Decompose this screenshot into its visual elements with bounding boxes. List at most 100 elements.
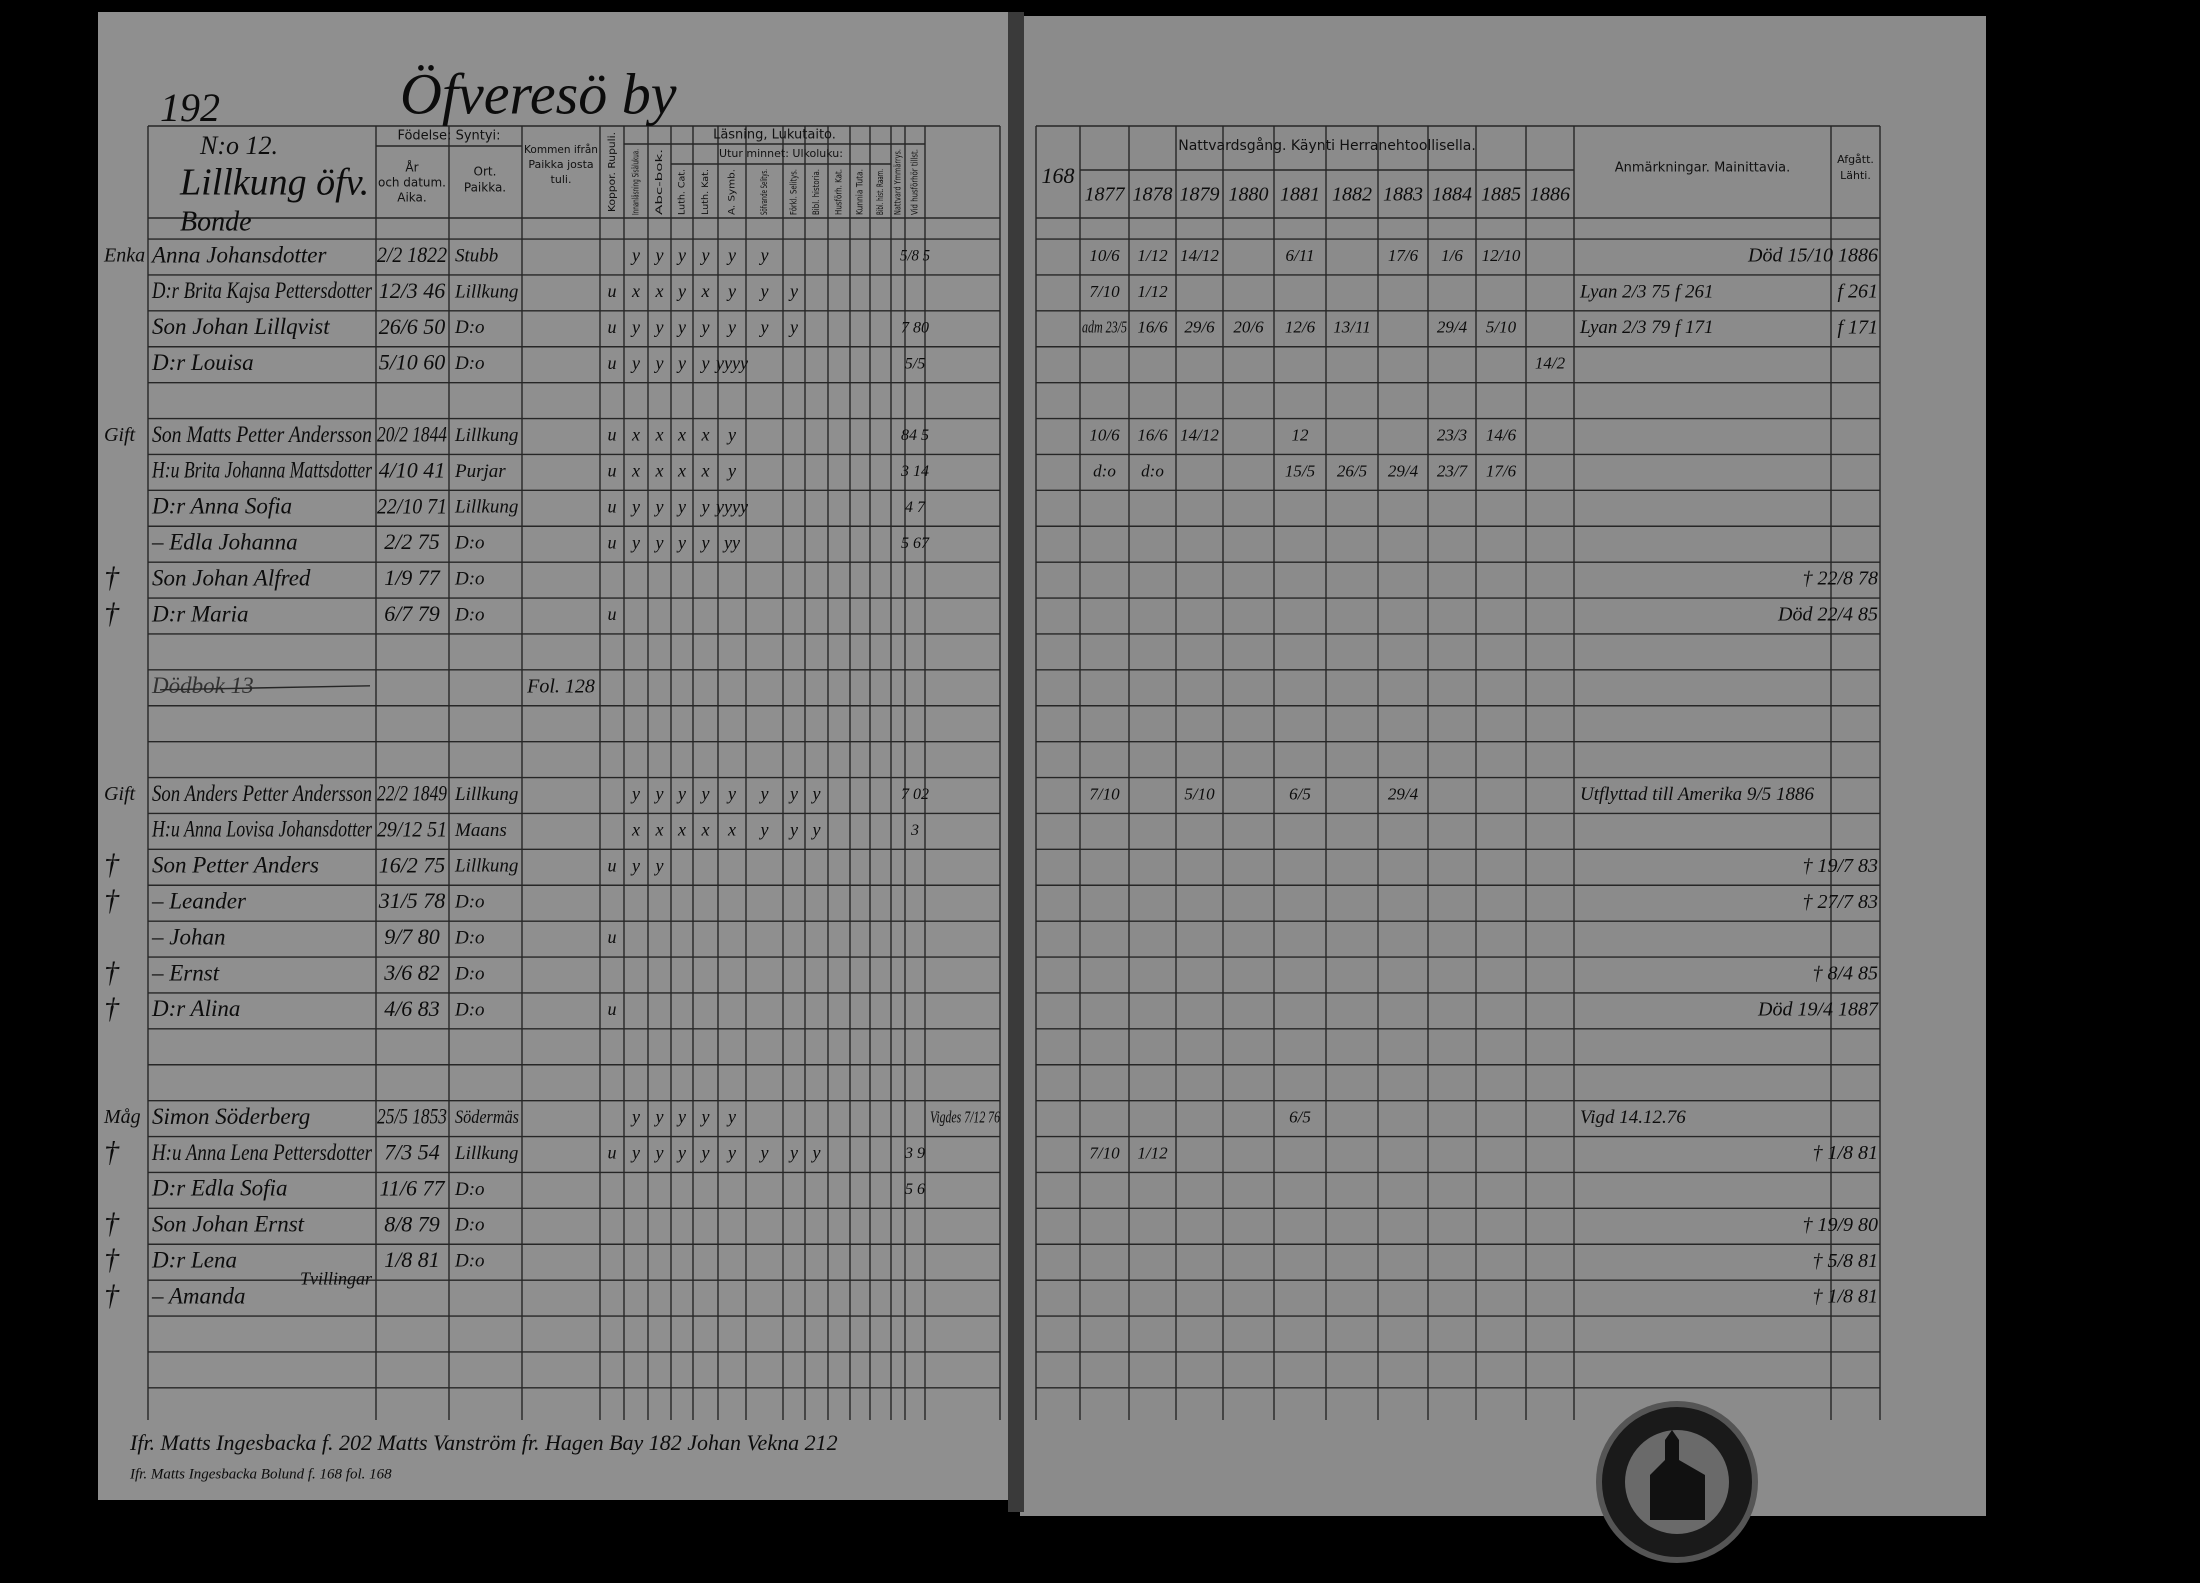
from-header: Paikka josta [528,158,593,171]
person-name: D:r Edla Sofia [151,1176,287,1201]
date-header: och datum. [378,176,446,190]
reading-mark: y [788,317,798,337]
margin-note: † [104,1279,120,1312]
birth-place: D:o [454,568,485,589]
communion-date: 12/6 [1285,318,1316,337]
exam-note: 3 14 [900,463,929,480]
margin-note: Enka [103,245,145,267]
reading-mark: x [701,820,710,840]
reading-mark: y [788,784,798,804]
communion-date: 15/5 [1285,461,1315,480]
communion-date: 29/4 [1388,784,1419,803]
communion-date: 1/12 [1137,246,1168,265]
reading-mark: y [676,784,686,804]
reading-column-header: A. Symb. [728,169,738,215]
communion-date: 7/10 [1089,282,1120,301]
person-name: – Amanda [151,1283,246,1308]
birth-date: 7/3 54 [384,1140,440,1165]
communion-date: 26/5 [1337,461,1367,480]
birth-place: Maans [454,820,507,841]
birth-date: 2/2 1822 [377,242,447,267]
margin-note: † [104,848,120,881]
birth-place: D:o [454,892,485,913]
reading-mark: y [700,317,710,337]
year-label: 1881 [1280,184,1320,206]
reading-mark: y [676,353,686,373]
margin-note: † [104,956,120,989]
birth-date: 12/3 46 [379,278,446,303]
communion-date: adm 23/5 [1082,318,1127,337]
person-name: D:r Anna Sofia [151,494,292,519]
margin-note: † [104,561,120,594]
reading-mark: y [726,317,736,337]
reading-column-header: Förkl. Selitys. [790,169,800,215]
reading-mark: x [631,461,640,481]
departed: † 5/8 81 [1812,1250,1878,1272]
birth-place: D:o [454,533,485,554]
person-name: H:u Brita Johanna Mattsdotter [151,458,373,483]
birth-date: 2/2 75 [384,529,440,554]
pox-mark: u [608,1143,617,1163]
communion-header: Nattvardsgång. Käynti Herranehtoollisell… [1178,137,1476,154]
reading-mark: y [654,1107,664,1127]
reading-mark: y [759,1143,769,1163]
reading-mark: y [700,353,710,373]
place-header: Ort. [474,165,497,179]
year-label: 1884 [1432,184,1472,206]
communion-date: 17/6 [1388,246,1419,265]
birth-date: 26/6 50 [379,314,446,339]
reading-mark: y [788,820,798,840]
birth-date: 11/6 77 [380,1175,446,1200]
person-name: Son Matts Petter Andersson [152,422,372,447]
reading-mark: y [726,784,736,804]
reading-mark: y [759,281,769,301]
reading-mark: y [759,317,769,337]
margin-note: Gift [104,424,136,446]
marginal-note: Vigdes 7/12 76 [930,1108,1000,1127]
remark: Lyan 2/3 75 f 261 [1579,281,1714,302]
exam-note: 5/8 5 [900,248,930,265]
communion-date: 1/12 [1137,1143,1168,1162]
spine [1008,12,1024,1512]
margin-note: † [104,597,120,630]
communion-date: 14/12 [1180,246,1219,265]
remark: Lyan 2/3 79 f 171 [1579,317,1714,338]
communion-date: 23/7 [1437,461,1469,480]
exam-note: 5/5 [905,355,925,372]
birth-date: 31/5 78 [378,888,446,913]
reading-mark: y [630,532,640,552]
communion-date: 7/10 [1089,784,1120,803]
communion-date: 14/12 [1180,425,1219,444]
person-name: D:r Alina [151,996,240,1021]
reading-mark: yyyy [714,353,748,373]
reading-mark: y [630,1143,640,1163]
reading-mark: y [676,281,686,301]
reading-mark: x [631,820,640,840]
reading-mark: x [631,281,640,301]
person-name: D:r Brita Kajsa Pettersdotter [151,278,373,303]
reading-header: Läsning, Lukutaito. [713,128,836,143]
exam-note: 7 80 [901,319,929,336]
reading-column-header: Vid husförhör tillst. [911,149,921,215]
departed-header: Lähti. [1840,169,1871,182]
communion-date: 16/6 [1137,425,1168,444]
year-label: 1886 [1530,184,1570,206]
date-header: Aika. [397,191,426,205]
birth-place: Lillkung [454,856,518,877]
departed: Död 22/4 85 [1777,604,1878,626]
person-name: H:u Anna Lena Pettersdotter [151,1140,373,1165]
reading-mark: y [700,784,710,804]
birth-date: 9/7 80 [384,924,440,949]
exam-note: 7 02 [901,786,929,803]
reading-mark: y [759,245,769,265]
birth-place: D:o [454,999,485,1020]
person-name: – Leander [151,888,247,913]
year-label: 1885 [1481,184,1521,206]
farm-name: Lillkung öfv. [179,162,369,204]
reading-column-header: Söfvande Selitys. [760,169,770,215]
birth-date: 29/12 51 [377,816,447,841]
memory-header: Utur minnet: Ulkoluku: [719,147,843,160]
birth-date: 1/9 77 [384,565,441,590]
